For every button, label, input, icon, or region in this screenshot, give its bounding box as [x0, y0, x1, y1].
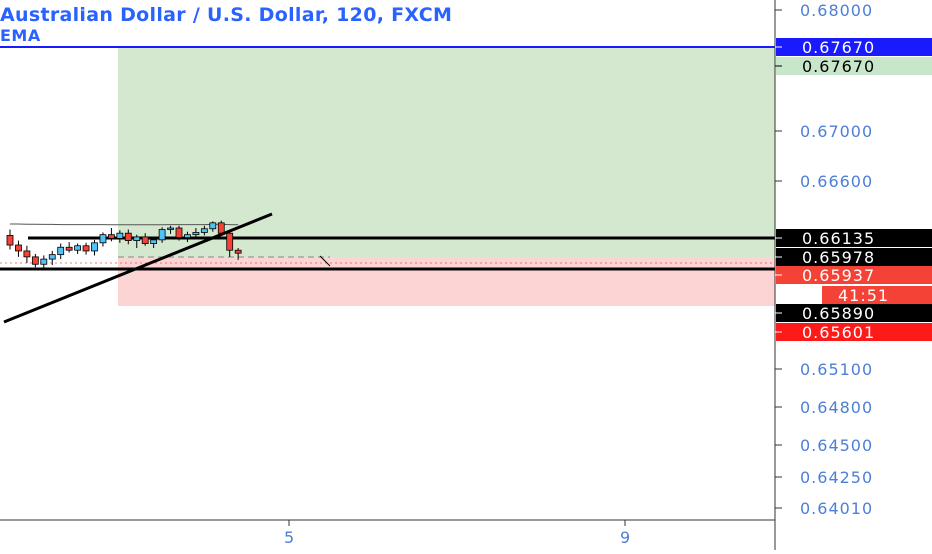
- price-tick-label: 0.64800: [800, 398, 873, 417]
- price-marker: 0.67670: [775, 38, 932, 57]
- candle: [175, 225, 183, 241]
- price-tick-label: 0.64010: [800, 499, 873, 518]
- candle: [124, 229, 132, 245]
- candle-body: [209, 222, 217, 230]
- candle: [99, 232, 107, 247]
- price-marker: 0.65890: [775, 304, 932, 323]
- candle-body: [200, 228, 208, 233]
- candle-body: [74, 245, 81, 251]
- candle-body: [133, 236, 141, 241]
- trendline: [3, 212, 273, 324]
- price-marker-label: 0.67670: [802, 57, 875, 76]
- candle: [226, 230, 234, 257]
- candle: [91, 239, 98, 256]
- candle: [48, 250, 56, 266]
- candle-body: [48, 254, 56, 260]
- candle: [82, 242, 90, 255]
- candle-body: [6, 235, 14, 246]
- candle-body: [175, 227, 183, 239]
- candle-body: [150, 239, 158, 244]
- candle-body: [167, 227, 174, 230]
- candle-body: [91, 242, 98, 252]
- price-marker-label: 0.65890: [802, 304, 875, 323]
- candle: [167, 225, 174, 234]
- candle-body: [65, 246, 73, 251]
- chart-title: Australian Dollar / U.S. Dollar, 120, FX…: [0, 4, 453, 26]
- candle-body: [158, 229, 166, 241]
- price-marker: 0.65978: [775, 248, 932, 267]
- candle: [57, 243, 65, 260]
- price-marker-bg: [776, 57, 932, 75]
- candle: [23, 245, 31, 263]
- candle: [209, 221, 217, 232]
- candle: [15, 240, 22, 257]
- candle: [150, 237, 158, 248]
- price-marker-label: 0.65978: [802, 248, 875, 267]
- price-marker: 0.65937: [775, 266, 932, 285]
- candle: [65, 242, 73, 253]
- price-marker-bg: [776, 304, 932, 322]
- candle-body: [234, 249, 242, 254]
- time-tick-label: 5: [284, 528, 294, 547]
- candle: [184, 231, 191, 243]
- candle-body: [108, 234, 115, 239]
- candle: [133, 234, 141, 248]
- price-marker-bg: [776, 323, 932, 341]
- stop-loss-zone: [118, 257, 775, 306]
- candle: [234, 247, 242, 260]
- indicator-label[interactable]: EMA: [0, 26, 41, 45]
- price-marker: 0.66135: [775, 229, 932, 248]
- candle: [141, 233, 149, 246]
- price-tick-label: 0.65100: [800, 360, 873, 379]
- candle: [108, 228, 115, 242]
- price-tick-label: 0.66600: [800, 172, 873, 191]
- candle: [200, 225, 208, 236]
- candle-body: [99, 234, 107, 244]
- price-marker-bg: [776, 266, 932, 284]
- candle-body: [184, 234, 191, 239]
- candle-body: [15, 244, 22, 252]
- candle-body: [141, 236, 149, 244]
- price-marker-label: 0.65601: [802, 323, 875, 342]
- candle-body: [31, 256, 39, 265]
- candle: [74, 243, 81, 254]
- price-marker-bg: [822, 286, 932, 304]
- price-marker: 0.65601: [775, 323, 932, 342]
- candle-body: [226, 232, 234, 251]
- price-marker-label: 0.65937: [802, 266, 875, 285]
- candle-body: [217, 222, 225, 234]
- price-marker-label: 0.67670: [802, 38, 875, 57]
- small-arrow-line: [319, 255, 331, 267]
- candle: [31, 253, 39, 268]
- price-tick-label: 0.68000: [800, 1, 873, 20]
- candle: [6, 229, 14, 250]
- profit-zone: [118, 47, 775, 257]
- candle-body: [116, 232, 124, 239]
- price-tick-label: 0.64500: [800, 436, 873, 455]
- candle-body: [23, 250, 31, 258]
- candle: [192, 228, 200, 239]
- ema-line: [10, 223, 239, 226]
- candle-body: [40, 258, 48, 265]
- countdown-marker: 41:51: [822, 286, 932, 305]
- candle-body: [192, 232, 200, 236]
- price-marker-label: 41:51: [838, 286, 889, 305]
- price-marker-label: 0.66135: [802, 229, 875, 248]
- candle: [40, 255, 48, 270]
- candle-body: [82, 245, 90, 252]
- price-marker-bg: [776, 38, 932, 56]
- price-tick-label: 0.64250: [800, 468, 873, 487]
- candle: [116, 230, 124, 243]
- price-marker: 0.67670: [775, 57, 932, 76]
- price-marker-bg: [776, 248, 932, 266]
- time-tick-label: 9: [620, 528, 630, 547]
- price-tick-label: 0.67000: [800, 122, 873, 141]
- price-marker-bg: [776, 229, 932, 247]
- candle-body: [124, 232, 132, 241]
- candle: [158, 227, 166, 243]
- candle-body: [57, 246, 65, 256]
